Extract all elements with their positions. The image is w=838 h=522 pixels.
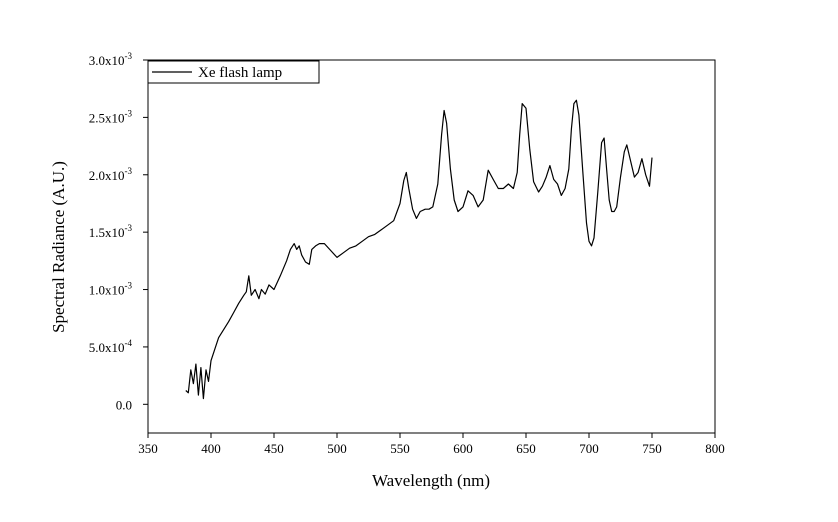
x-tick-label: 350 xyxy=(138,441,158,456)
x-axis-title: Wavelength (nm) xyxy=(372,471,490,490)
y-tick-label-exponent: -3 xyxy=(125,223,133,233)
x-tick-label: 750 xyxy=(642,441,662,456)
x-tick-label: 650 xyxy=(516,441,536,456)
y-tick-label: 0.0 xyxy=(116,397,132,412)
y-tick-label-exponent: -3 xyxy=(125,281,133,291)
y-tick-label-exponent: -4 xyxy=(125,338,133,348)
y-tick-label-base: 2.0x10 xyxy=(89,168,125,183)
y-tick-label-exponent: -3 xyxy=(125,166,133,176)
y-tick-label: 1.0x10-3 xyxy=(89,281,133,298)
x-tick-label: 600 xyxy=(453,441,473,456)
y-tick-label-exponent: -3 xyxy=(125,51,133,61)
y-tick-label-exponent: -3 xyxy=(125,108,133,118)
x-tick-label: 450 xyxy=(264,441,284,456)
y-axis: 0.05.0x10-41.0x10-31.5x10-32.0x10-32.5x1… xyxy=(89,51,148,412)
plot-area-frame xyxy=(147,59,716,434)
legend: Xe flash lamp xyxy=(147,60,320,84)
y-tick-label-base: 2.5x10 xyxy=(89,110,125,125)
y-tick-label: 2.5x10-3 xyxy=(89,108,133,125)
y-tick-label: 5.0x10-4 xyxy=(89,338,133,355)
xe-flash-lamp-line xyxy=(185,99,653,400)
legend-box xyxy=(147,60,320,84)
y-tick-label-base: 1.0x10 xyxy=(89,283,125,298)
y-tick-label-base: 5.0x10 xyxy=(89,340,125,355)
y-tick-label-base: 0.0 xyxy=(116,397,132,412)
y-tick-label-base: 1.5x10 xyxy=(89,225,125,240)
x-tick-label: 800 xyxy=(705,441,725,456)
legend-label: Xe flash lamp xyxy=(198,65,282,81)
y-tick-label-base: 3.0x10 xyxy=(89,53,125,68)
x-tick-label: 500 xyxy=(327,441,347,456)
x-tick-label: 700 xyxy=(579,441,599,456)
y-tick-label: 3.0x10-3 xyxy=(89,51,133,68)
y-tick-label: 2.0x10-3 xyxy=(89,166,133,183)
x-tick-label: 400 xyxy=(201,441,221,456)
y-tick-label: 1.5x10-3 xyxy=(89,223,133,240)
y-axis-title: Spectral Radiance (A.U.) xyxy=(49,161,68,333)
x-axis: 350 400 450 500 550 600 650 700 750 800 xyxy=(138,433,725,456)
x-tick-label: 550 xyxy=(390,441,410,456)
